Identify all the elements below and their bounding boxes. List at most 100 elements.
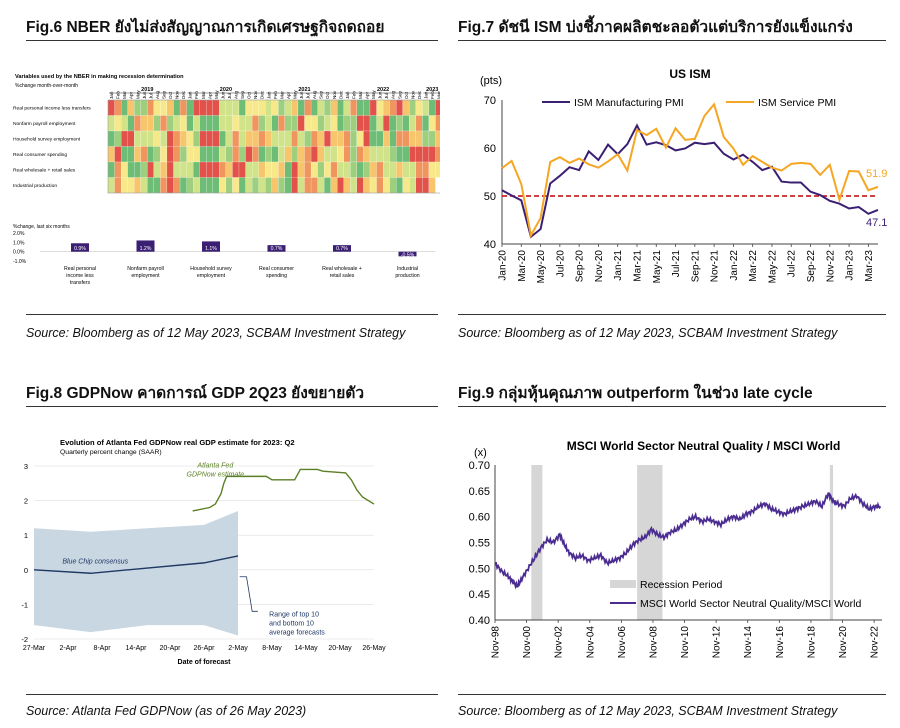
nber-month-label: Dec <box>417 90 422 99</box>
nber-heat-cell <box>284 130 292 147</box>
nber-month-label: Jul <box>227 93 232 99</box>
ism-x-tick: Jul-21 <box>671 250 682 278</box>
nber-heat-cell <box>114 146 122 163</box>
nber-heat-cell <box>363 161 371 178</box>
nber-heat-cell <box>160 177 168 194</box>
ism-x-tick: Jul-20 <box>555 250 566 278</box>
fig8-title: Fig.8 GDPNow คาดการณ์ GDP 2Q23 ยังขยายตั… <box>26 385 365 402</box>
nber-heat-cell <box>297 115 305 132</box>
ism-x-tick: Jul-22 <box>787 250 798 278</box>
nber-heat-cell <box>422 115 430 132</box>
nber-heat-cell <box>317 161 325 178</box>
nber-heat-cell <box>265 161 272 178</box>
nber-heat-cell <box>238 177 246 194</box>
nber-heat-cell <box>415 115 423 132</box>
ism-x-tick: Jan-20 <box>498 250 509 281</box>
nber-heat-cell <box>310 161 318 178</box>
gdpnow-line-chart: Evolution of Atlanta Fed GDPNow real GDP… <box>21 438 386 666</box>
nber-heat-cell <box>356 177 364 194</box>
nber-heat-cell <box>369 146 377 163</box>
nber-heat-cell <box>422 177 430 194</box>
nber-month-label: Jun <box>299 91 304 99</box>
nber-year-label: 2023 <box>426 87 438 93</box>
nber-bar-value: 1.1% <box>205 246 217 252</box>
nber-heat-cell <box>140 130 148 147</box>
nber-heat-cell <box>127 177 135 194</box>
quality-title: MSCI World Sector Neutral Quality / MSCI… <box>567 439 841 453</box>
nber-heat-cell <box>147 146 154 163</box>
nber-month-label: Jun <box>142 91 147 99</box>
nber-heat-cell <box>206 177 213 194</box>
nber-heat-cell <box>389 115 397 132</box>
ism-x-tick: Jan-22 <box>729 250 740 281</box>
nber-heat-cell <box>147 115 154 132</box>
nber-month-label: Feb <box>430 91 435 99</box>
nber-heat-cell <box>330 115 338 132</box>
nber-month-label: Apr <box>129 91 134 99</box>
nber-heat-cell <box>389 177 397 194</box>
nber-heat-cell <box>232 99 240 116</box>
nber-heat-cell <box>363 99 371 116</box>
nber-heat-cell <box>120 115 128 132</box>
nber-heat-cell <box>376 130 384 147</box>
nber-row-label: Industrial production <box>13 183 57 189</box>
quality-x-tick: Nov-12 <box>712 626 723 659</box>
nber-bar-title: %change, last six months <box>13 224 70 230</box>
nber-heat-cell <box>153 146 161 163</box>
nber-month-label: Jul <box>306 93 311 99</box>
nber-heat-cell <box>415 146 423 163</box>
nber-heat-cell <box>396 146 403 163</box>
nber-heat-cell <box>258 146 266 163</box>
nber-heatmap-chart: Variables used by the NBER in making rec… <box>13 74 440 286</box>
nber-heat-cell <box>225 161 233 178</box>
nber-heat-cell <box>232 161 240 178</box>
nber-heat-cell <box>435 115 440 132</box>
nber-heat-cell <box>396 130 403 147</box>
nber-heat-cell <box>435 130 440 147</box>
nber-heat-cell <box>245 115 253 132</box>
nber-heat-cell <box>160 161 168 178</box>
nber-heat-cell <box>212 177 220 194</box>
nber-heat-cell <box>376 115 384 132</box>
nber-heat-cell <box>134 161 141 178</box>
quality-x-tick: Nov-00 <box>522 626 533 659</box>
nber-heat-cell <box>206 115 213 132</box>
nber-heat-cell <box>435 146 440 163</box>
nber-heat-cell <box>297 146 305 163</box>
nber-heat-cell <box>343 130 351 147</box>
nber-heat-cell <box>199 161 207 178</box>
nber-month-label: Apr <box>365 91 370 99</box>
gdp-range-annotation: Range of top 10 <box>269 612 319 619</box>
nber-heat-cell <box>278 115 285 132</box>
nber-bar-tick: -1.0% <box>13 259 27 265</box>
nber-heat-cell <box>343 146 351 163</box>
nber-heat-cell <box>435 161 440 178</box>
nber-heat-cell <box>186 161 194 178</box>
nber-heat-cell <box>258 130 266 147</box>
nber-heat-cell <box>232 146 240 163</box>
fig7-bottom-rule <box>458 314 886 315</box>
ism-legend-service: ISM Service PMI <box>758 97 836 109</box>
nber-heat-cell <box>402 146 410 163</box>
nber-heat-cell <box>114 161 122 178</box>
gdp-y-tick: 0 <box>24 566 28 575</box>
nber-heat-cell <box>291 130 299 147</box>
ism-x-tick: Mar-21 <box>632 250 643 282</box>
nber-bar-category: employment <box>131 273 160 279</box>
nber-heat-cell <box>350 161 358 178</box>
nber-heat-cell <box>422 161 430 178</box>
nber-heat-cell <box>310 99 318 116</box>
nber-heat-cell <box>376 99 384 116</box>
nber-heat-cell <box>278 130 285 147</box>
nber-heat-cell <box>153 130 161 147</box>
gdp-x-tick: 2-Apr <box>59 645 77 652</box>
nber-heat-cell <box>324 130 331 147</box>
nber-bar-category: income less <box>66 273 94 279</box>
nber-heat-cell <box>225 146 233 163</box>
nber-heat-cell <box>415 99 423 116</box>
nber-month-label: Oct <box>247 91 252 99</box>
nber-heat-cell <box>428 161 436 178</box>
nber-year-label: 2019 <box>141 87 153 93</box>
nber-heat-cell <box>304 177 312 194</box>
nber-row-label: Household survey employment <box>13 136 81 142</box>
